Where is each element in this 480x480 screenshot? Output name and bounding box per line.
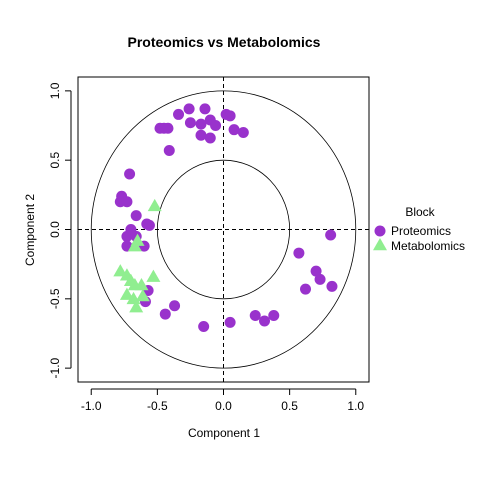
proteomics-point-13 [237, 126, 249, 138]
x-tick-label-0: -1.0 [81, 399, 102, 413]
y-tick-label-0: -1.0 [48, 357, 62, 378]
x-tick-label-1: -0.5 [147, 399, 168, 413]
proteomics-point-26 [121, 230, 133, 242]
y-tick-label-4: 1.0 [48, 82, 62, 99]
proteomics-point-23 [141, 218, 153, 230]
y-tick-label-1: -0.5 [48, 288, 62, 309]
proteomics-point-14 [195, 129, 207, 141]
proteomics-point-6 [195, 118, 207, 130]
proteomics-point-38 [293, 247, 305, 259]
proteomics-point-21 [130, 210, 142, 222]
legend-label-metabolomics: Metabolomics [391, 239, 465, 253]
proteomics-point-37 [268, 309, 280, 321]
plot-area: -1.0 -0.5 0.0 0.5 1.0 -1.0 -0.5 0.0 0.5 1.0 [48, 76, 370, 413]
metabolomics-point-7 [134, 277, 149, 291]
proteomics-point-35 [249, 309, 261, 321]
proteomics-point-42 [326, 280, 338, 292]
y-tick-label-3: 0.5 [48, 152, 62, 169]
metabolomics-point-8 [146, 269, 161, 282]
proteomics-point-31 [169, 300, 181, 312]
chart-title: Proteomics vs Metabolomics [128, 34, 321, 50]
x-tick-label-3: 0.5 [281, 399, 298, 413]
proteomics-point-15 [204, 132, 216, 144]
proteomics-point-40 [314, 273, 326, 285]
proteomics-point-32 [159, 308, 171, 320]
y-tick-label-2: 0.0 [48, 221, 62, 238]
x-tick-label-2: 0.0 [215, 399, 232, 413]
proteomics-point-2 [154, 122, 166, 134]
legend-marker-metabolomics [373, 238, 387, 251]
proteomics-point-43 [300, 283, 312, 295]
proteomics-point-41 [325, 229, 337, 241]
proteomics-point-9 [210, 120, 222, 132]
proteomics-point-39 [310, 265, 322, 277]
metabolomics-point-2 [127, 239, 142, 252]
metabolomics-point-0 [147, 198, 162, 212]
metabolomics-point-3 [113, 264, 128, 277]
x-tick-label-4: 1.0 [347, 399, 364, 413]
proteomics-point-33 [198, 321, 210, 333]
proteomics-point-17 [124, 168, 136, 180]
metabolomics-point-12 [129, 300, 144, 313]
proteomics-point-5 [184, 117, 196, 129]
y-axis-label: Component 2 [23, 194, 37, 266]
proteomics-point-3 [173, 108, 185, 120]
metabolomics-point-11 [135, 289, 150, 302]
proteomics-point-34 [224, 316, 236, 328]
legend-title: Block [405, 205, 435, 219]
proteomics-point-11 [224, 110, 236, 122]
proteomics-point-4 [183, 103, 195, 115]
proteomics-point-20 [121, 196, 133, 208]
proteomics-point-7 [199, 103, 211, 115]
proteomics-point-12 [228, 124, 240, 136]
correlation-circle-0 [90, 90, 357, 369]
legend-marker-proteomics [374, 225, 386, 237]
legend-label-proteomics: Proteomics [391, 224, 451, 238]
metabolomics-point-9 [119, 287, 134, 300]
proteomics-point-16 [163, 144, 175, 156]
proteomics-point-36 [259, 315, 271, 327]
legend: Block Proteomics Metabolomics [373, 205, 465, 253]
x-axis-label: Component 1 [188, 426, 260, 440]
